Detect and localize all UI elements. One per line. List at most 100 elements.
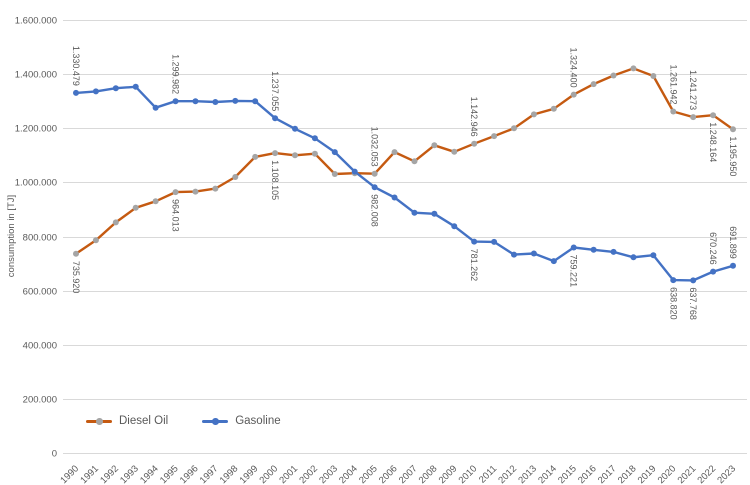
gasoline-point-2004[interactable] <box>351 168 358 175</box>
gasoline-point-1990[interactable] <box>73 89 79 96</box>
diesel-oil-point-1997[interactable] <box>212 185 219 192</box>
gasoline-point-1996[interactable] <box>192 98 199 105</box>
x-axis-tick-label: 2009 <box>437 463 460 485</box>
x-axis-tick-label: 2012 <box>496 463 519 485</box>
diesel-oil-data-label-2023: 1.195.950 <box>728 136 738 176</box>
gasoline-point-2013[interactable] <box>530 250 537 257</box>
diesel-oil-point-2003[interactable] <box>331 171 338 177</box>
diesel-oil-point-2000[interactable] <box>272 150 279 157</box>
gasoline-point-2011[interactable] <box>491 238 498 245</box>
diesel-oil-point-1992[interactable] <box>112 219 119 226</box>
diesel-oil-point-2009[interactable] <box>451 148 458 155</box>
y-axis-tick-label: 600.000 <box>23 287 57 298</box>
gasoline-line[interactable] <box>74 85 735 282</box>
gasoline-data-label-2010: 781.262 <box>469 249 479 282</box>
diesel-oil-point-2015[interactable] <box>570 91 577 98</box>
diesel-oil-point-1995[interactable] <box>172 189 179 196</box>
diesel-oil-point-1996[interactable] <box>192 188 199 195</box>
x-axis-tick-label: 1997 <box>198 463 221 485</box>
diesel-oil-point-2014[interactable] <box>550 105 557 112</box>
diesel-oil-point-2020[interactable] <box>670 108 677 115</box>
gasoline-point-1995[interactable] <box>172 98 179 105</box>
diesel-oil-point-2005[interactable] <box>371 170 378 177</box>
diesel-oil-point-2021[interactable] <box>690 114 697 121</box>
diesel-oil-point-2010[interactable] <box>471 140 478 147</box>
gasoline-point-1992[interactable] <box>112 85 119 92</box>
gasoline-point-2023[interactable] <box>730 262 736 269</box>
gasoline-point-2007[interactable] <box>411 209 418 216</box>
diesel-oil-point-2008[interactable] <box>431 142 438 149</box>
gasoline-point-2017[interactable] <box>610 248 617 255</box>
diesel-oil-point-1991[interactable] <box>92 237 99 244</box>
x-axis-tick-label: 1990 <box>58 463 81 485</box>
diesel-oil-point-1994[interactable] <box>152 198 159 205</box>
diesel-oil-point-2019[interactable] <box>650 73 657 79</box>
x-axis-tick-label: 2022 <box>695 463 718 485</box>
diesel-oil-point-1990[interactable] <box>73 250 79 257</box>
gasoline-point-2001[interactable] <box>292 125 298 132</box>
diesel-oil-point-2013[interactable] <box>530 111 537 118</box>
gasoline-point-2014[interactable] <box>550 258 557 265</box>
gasoline-point-2002[interactable] <box>311 135 318 142</box>
legend-item-gasoline[interactable]: Gasoline <box>202 415 281 427</box>
gasoline-point-1991[interactable] <box>92 88 99 95</box>
diesel-oil-point-2012[interactable] <box>511 125 517 132</box>
gasoline-point-1999[interactable] <box>252 98 259 105</box>
gasoline-point-2019[interactable] <box>650 252 657 259</box>
diesel-oil-point-1998[interactable] <box>232 174 239 180</box>
gasoline-point-2020[interactable] <box>670 277 677 284</box>
y-axis-tick-label: 1.000.000 <box>15 178 57 189</box>
diesel-oil-point-2011[interactable] <box>491 133 498 140</box>
x-axis-tick-label: 2001 <box>277 463 300 485</box>
diesel-oil-point-2022[interactable] <box>710 112 717 119</box>
diesel-oil-point-2016[interactable] <box>590 81 597 88</box>
x-axis-tick-label: 2003 <box>317 463 340 485</box>
legend-item-diesel-oil[interactable]: Diesel Oil <box>86 415 168 427</box>
gasoline-point-1997[interactable] <box>212 99 219 105</box>
diesel-oil-point-2006[interactable] <box>391 149 398 156</box>
gasoline-point-2003[interactable] <box>331 149 338 156</box>
x-axis-tick-label: 1993 <box>118 463 141 485</box>
diesel-oil-point-2001[interactable] <box>292 152 298 159</box>
gasoline-point-2010[interactable] <box>471 238 478 245</box>
x-axis-tick-label: 2010 <box>457 463 480 485</box>
gasoline-point-2005[interactable] <box>371 184 378 191</box>
diesel-oil-data-label-2021: 1.241.273 <box>688 70 698 110</box>
diesel-oil-point-2023[interactable] <box>730 126 736 133</box>
diesel-oil-data-label-2020: 1.261.942 <box>668 64 678 104</box>
diesel-oil-data-label-2005: 1.032.053 <box>370 127 380 167</box>
gasoline-point-1998[interactable] <box>232 97 239 104</box>
y-axis-title: consumption in [TJ] <box>6 195 17 277</box>
gasoline-point-2008[interactable] <box>431 210 438 217</box>
gasoline-point-2021[interactable] <box>690 277 697 284</box>
diesel-oil-point-2017[interactable] <box>610 72 617 79</box>
x-axis-tick-label: 2000 <box>257 463 280 485</box>
diesel-oil-point-1999[interactable] <box>252 153 259 160</box>
gasoline-point-2009[interactable] <box>451 223 458 230</box>
x-axis-tick-label: 2002 <box>297 463 320 485</box>
x-axis-tick-label: 2004 <box>337 463 360 485</box>
gasoline-point-2012[interactable] <box>511 251 517 258</box>
gasoline-point-2016[interactable] <box>590 246 597 253</box>
diesel-oil-point-2007[interactable] <box>411 158 418 165</box>
x-axis-tick-label: 2020 <box>656 463 679 485</box>
diesel-oil-point-2018[interactable] <box>630 65 637 72</box>
diesel-oil-data-label-2010: 1.142.946 <box>469 97 479 137</box>
diesel-oil-line[interactable] <box>74 67 735 256</box>
gasoline-point-2018[interactable] <box>630 254 637 261</box>
diesel-oil-point-2002[interactable] <box>311 150 318 157</box>
gasoline-point-2006[interactable] <box>391 194 398 201</box>
diesel-oil-point-1993[interactable] <box>132 204 139 211</box>
x-axis-tick-label: 2005 <box>357 463 380 485</box>
y-axis-tick-label: 1.200.000 <box>15 124 57 135</box>
gasoline-point-2022[interactable] <box>710 268 717 275</box>
y-axis-tick-label: 400.000 <box>23 341 57 352</box>
gasoline-point-2000[interactable] <box>272 115 279 122</box>
gasoline-point-2015[interactable] <box>570 244 577 251</box>
gasoline-point-1994[interactable] <box>152 104 159 111</box>
y-axis-tick-label: 200.000 <box>23 395 57 406</box>
gasoline-point-1993[interactable] <box>132 83 139 90</box>
y-axis-tick-label: 1.600.000 <box>15 16 57 27</box>
y-axis-tick-label: 800.000 <box>23 233 57 244</box>
